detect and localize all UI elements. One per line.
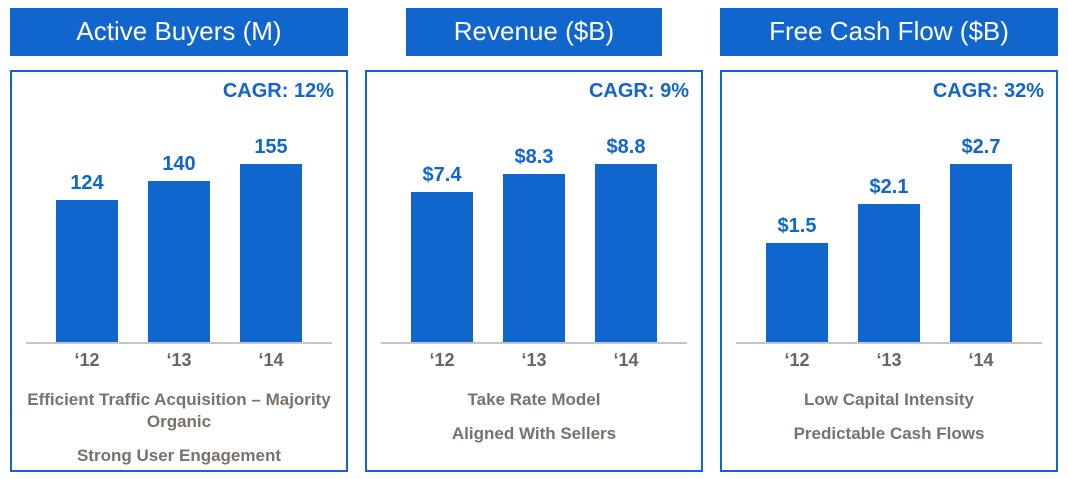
bar	[148, 181, 210, 342]
x-axis-label: ‘13	[876, 350, 902, 370]
panel-title-revenue: Revenue ($B)	[405, 8, 663, 56]
bar-value-label: $7.4	[422, 164, 462, 186]
bar-chart-free-cash-flow: $1.5 $2.1 $2.7	[736, 106, 1042, 344]
bar-value-label: 155	[254, 136, 288, 158]
bar-group: $8.8	[595, 136, 657, 342]
note-text: Efficient Traffic Acquisition – Majority…	[27, 390, 331, 432]
note-text: Take Rate Model	[467, 390, 601, 409]
x-axis-free-cash-flow: ‘12 ‘13 ‘14	[736, 344, 1042, 373]
bar-group: 155	[240, 136, 302, 342]
note-text: Aligned With Sellers	[451, 424, 617, 444]
notes-revenue: Take Rate Model Aligned With Sellers	[367, 389, 701, 445]
bar	[503, 174, 565, 342]
bar-chart-revenue: $7.4 $8.3 $8.8	[381, 106, 687, 344]
x-axis-revenue: ‘12 ‘13 ‘14	[381, 344, 687, 373]
panel-title-active-buyers: Active Buyers (M)	[10, 8, 348, 56]
panel-revenue: Revenue ($B) CAGR: 9% $7.4 $8.3 $8.8 ‘12 ‘1…	[365, 8, 703, 472]
bar	[858, 204, 920, 342]
x-axis-label: ‘12	[784, 350, 810, 370]
x-axis-label: ‘14	[613, 350, 639, 370]
bar-value-label: 140	[162, 153, 196, 175]
chart-card-free-cash-flow: CAGR: 32% $1.5 $2.1 $2.7 ‘12 ‘13 ‘14 Low Cap…	[720, 70, 1058, 472]
bar	[240, 164, 302, 342]
cagr-label: CAGR: 32%	[932, 80, 1044, 102]
bar	[950, 164, 1012, 342]
x-axis-label: ‘12	[74, 350, 100, 370]
notes-free-cash-flow: Low Capital Intensity Predictable Cash F…	[722, 389, 1056, 445]
bar	[595, 164, 657, 342]
cagr-label: CAGR: 12%	[222, 80, 334, 102]
bar-group: $2.1	[858, 176, 920, 342]
note-text: Low Capital Intensity	[803, 390, 975, 409]
x-axis-label: ‘14	[258, 350, 284, 370]
notes-active-buyers: Efficient Traffic Acquisition – Majority…	[12, 389, 346, 467]
x-axis-label: ‘12	[429, 350, 455, 370]
note-text: Strong User Engagement	[76, 446, 282, 466]
bar-value-label: 124	[70, 172, 104, 194]
bar-group: $7.4	[411, 164, 473, 342]
bar	[766, 243, 828, 342]
bar-group: $1.5	[766, 215, 828, 342]
panel-free-cash-flow: Free Cash Flow ($B) CAGR: 32% $1.5 $2.1 $2…	[720, 8, 1058, 472]
chart-card-active-buyers: CAGR: 12% 124 140 155 ‘12 ‘13 ‘14 Efficient …	[10, 70, 348, 472]
bar	[56, 200, 118, 342]
bar-value-label: $2.1	[869, 176, 909, 198]
bar-value-label: $2.7	[961, 136, 1001, 158]
bar-group: $2.7	[950, 136, 1012, 342]
bar-value-label: $8.3	[514, 146, 554, 168]
chart-card-revenue: CAGR: 9% $7.4 $8.3 $8.8 ‘12 ‘13 ‘14 Take Rat…	[365, 70, 703, 472]
bar-chart-active-buyers: 124 140 155	[26, 106, 332, 344]
bar-group: 140	[148, 153, 210, 342]
x-axis-label: ‘14	[968, 350, 994, 370]
panel-title-free-cash-flow: Free Cash Flow ($B)	[720, 8, 1058, 56]
x-axis-label: ‘13	[166, 350, 192, 370]
bar-value-label: $8.8	[606, 136, 646, 158]
bar-group: 124	[56, 172, 118, 342]
x-axis-active-buyers: ‘12 ‘13 ‘14	[26, 344, 332, 373]
note-text: Predictable Cash Flows	[793, 424, 985, 444]
panel-active-buyers: Active Buyers (M) CAGR: 12% 124 140 155 ‘1…	[10, 8, 348, 472]
bar-group: $8.3	[503, 146, 565, 342]
x-axis-label: ‘13	[521, 350, 547, 370]
bar-value-label: $1.5	[777, 215, 817, 237]
bar	[411, 192, 473, 342]
cagr-label: CAGR: 9%	[588, 80, 689, 102]
